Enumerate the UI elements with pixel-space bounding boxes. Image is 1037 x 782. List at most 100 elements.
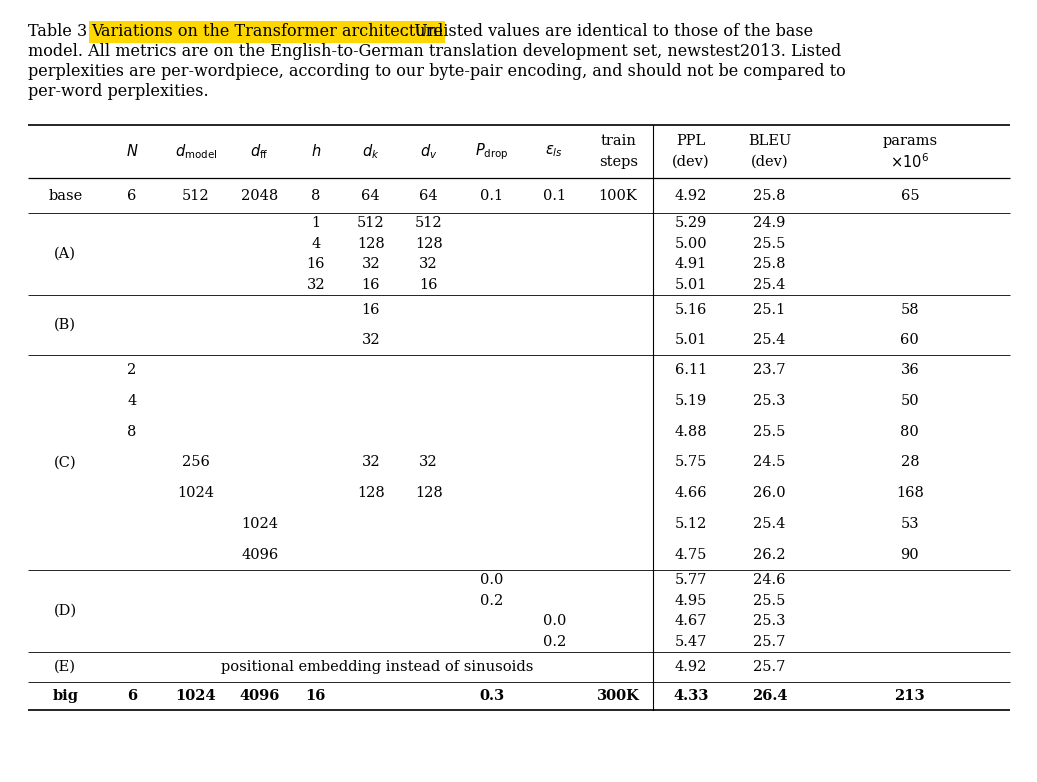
Text: 24.9: 24.9: [753, 217, 786, 230]
Text: $N$: $N$: [125, 144, 138, 160]
Text: 4: 4: [128, 394, 137, 408]
Text: $d_v$: $d_v$: [420, 142, 438, 161]
Text: 128: 128: [415, 237, 443, 251]
Text: 32: 32: [419, 257, 438, 271]
Text: 128: 128: [415, 486, 443, 500]
Text: $\times 10^6$: $\times 10^6$: [891, 152, 929, 171]
Text: 25.5: 25.5: [753, 594, 786, 608]
Text: 32: 32: [306, 278, 325, 292]
Text: 25.5: 25.5: [753, 425, 786, 439]
Text: 213: 213: [895, 689, 925, 703]
Text: 80: 80: [900, 425, 919, 439]
Text: 0.0: 0.0: [480, 573, 503, 587]
Text: 5.16: 5.16: [675, 303, 707, 317]
Text: 25.8: 25.8: [753, 188, 786, 203]
Text: 65: 65: [900, 188, 919, 203]
Text: 1024: 1024: [175, 689, 217, 703]
Text: 24.6: 24.6: [753, 573, 786, 587]
Text: 128: 128: [357, 486, 385, 500]
Text: 4.95: 4.95: [675, 594, 707, 608]
Text: perplexities are per-wordpiece, according to our byte-pair encoding, and should : perplexities are per-wordpiece, accordin…: [28, 63, 846, 81]
Text: 512: 512: [357, 217, 385, 230]
Text: 26.2: 26.2: [753, 547, 786, 561]
Text: 4.91: 4.91: [675, 257, 707, 271]
Text: Variations on the Transformer architecture: Variations on the Transformer architectu…: [91, 23, 443, 41]
Text: 512: 512: [183, 188, 209, 203]
Text: 25.3: 25.3: [753, 394, 786, 408]
Text: 4: 4: [311, 237, 320, 251]
Text: 4.66: 4.66: [674, 486, 707, 500]
Text: positional embedding instead of sinusoids: positional embedding instead of sinusoid…: [222, 660, 534, 674]
Text: 25.7: 25.7: [753, 635, 786, 649]
Text: 16: 16: [307, 257, 325, 271]
Text: 300K: 300K: [597, 689, 640, 703]
Text: 5.75: 5.75: [675, 455, 707, 469]
Text: base: base: [48, 188, 82, 203]
Text: 0.3: 0.3: [479, 689, 504, 703]
Text: 23.7: 23.7: [753, 364, 786, 378]
Text: (E): (E): [54, 660, 77, 674]
Text: (dev): (dev): [672, 155, 709, 169]
Text: 25.1: 25.1: [753, 303, 786, 317]
Text: 64: 64: [419, 188, 438, 203]
Text: 4096: 4096: [240, 689, 280, 703]
Text: 5.00: 5.00: [674, 237, 707, 251]
Text: 4.88: 4.88: [674, 425, 707, 439]
Text: 2048: 2048: [242, 188, 278, 203]
Text: $d_k$: $d_k$: [362, 142, 380, 161]
Text: 256: 256: [181, 455, 209, 469]
Text: 26.0: 26.0: [753, 486, 786, 500]
Text: 6.11: 6.11: [675, 364, 707, 378]
Text: 24.5: 24.5: [753, 455, 786, 469]
Text: 53: 53: [900, 517, 919, 531]
Text: 100K: 100K: [598, 188, 638, 203]
Text: (B): (B): [54, 318, 77, 332]
Text: train: train: [600, 134, 636, 148]
Text: 28: 28: [900, 455, 919, 469]
Text: 5.01: 5.01: [675, 333, 707, 347]
Text: 4.75: 4.75: [675, 547, 707, 561]
Text: BLEU: BLEU: [748, 134, 791, 148]
Text: 0.1: 0.1: [542, 188, 566, 203]
Text: 58: 58: [900, 303, 919, 317]
Text: 32: 32: [419, 455, 438, 469]
Text: steps: steps: [598, 155, 638, 169]
Text: 5.01: 5.01: [675, 278, 707, 292]
Text: Table 3:: Table 3:: [28, 23, 97, 41]
Text: 36: 36: [900, 364, 919, 378]
Text: 5.12: 5.12: [675, 517, 707, 531]
Text: 8: 8: [311, 188, 320, 203]
Text: 5.47: 5.47: [675, 635, 707, 649]
Text: 8: 8: [128, 425, 137, 439]
Text: (A): (A): [54, 247, 77, 261]
Text: 0.2: 0.2: [480, 594, 503, 608]
Text: 5.19: 5.19: [675, 394, 707, 408]
Text: 4.92: 4.92: [675, 188, 707, 203]
Text: 90: 90: [900, 547, 919, 561]
Text: 32: 32: [362, 455, 380, 469]
Text: 16: 16: [362, 303, 380, 317]
Text: 32: 32: [362, 333, 380, 347]
Text: 64: 64: [362, 188, 380, 203]
Text: 1024: 1024: [177, 486, 215, 500]
Text: 5.29: 5.29: [675, 217, 707, 230]
Text: 1: 1: [311, 217, 320, 230]
Text: 0.2: 0.2: [542, 635, 566, 649]
Text: . Unlisted values are identical to those of the base: . Unlisted values are identical to those…: [404, 23, 813, 41]
Text: 6: 6: [127, 689, 137, 703]
Text: 4096: 4096: [242, 547, 278, 561]
Text: $\epsilon_{ls}$: $\epsilon_{ls}$: [545, 144, 563, 160]
Text: 25.4: 25.4: [753, 333, 786, 347]
Text: 4.67: 4.67: [675, 614, 707, 628]
Text: model. All metrics are on the English-to-German translation development set, new: model. All metrics are on the English-to…: [28, 44, 841, 60]
Text: 6: 6: [128, 188, 137, 203]
Text: 128: 128: [357, 237, 385, 251]
Text: 32: 32: [362, 257, 380, 271]
Text: 168: 168: [896, 486, 924, 500]
Text: 50: 50: [900, 394, 919, 408]
Text: 5.77: 5.77: [675, 573, 707, 587]
Text: 0.0: 0.0: [542, 614, 566, 628]
Text: per-word perplexities.: per-word perplexities.: [28, 84, 208, 101]
Text: 16: 16: [306, 689, 326, 703]
Text: 16: 16: [419, 278, 438, 292]
